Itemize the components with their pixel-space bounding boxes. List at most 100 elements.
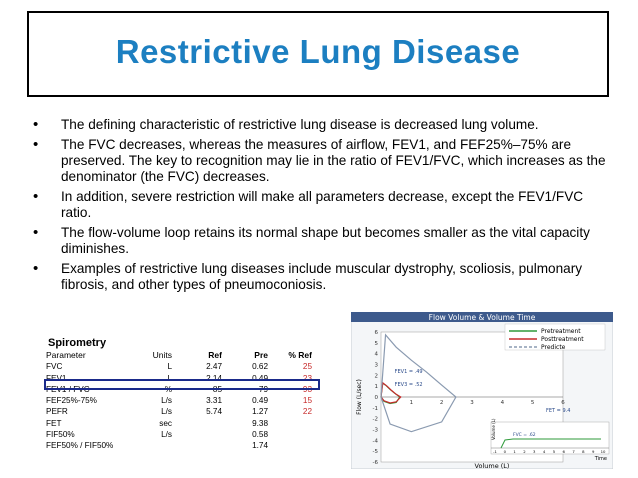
table-cell-parameter: FIF50%	[46, 430, 75, 440]
table-row: FEF25%-75% L/s 3.31 0.49 15	[44, 395, 314, 406]
inset-y-label: Volume (L)	[491, 418, 496, 440]
header-ref: Ref	[208, 350, 222, 360]
table-cell-ref	[174, 418, 224, 429]
y-tick-label: -5	[373, 449, 379, 455]
x-axis-label: Volume (L)	[475, 462, 510, 469]
y-tick-label: 1	[375, 384, 379, 390]
chart-title: Flow Volume & Volume Time	[429, 313, 536, 322]
y-tick-label: 4	[375, 352, 379, 358]
inset-x-tick: 8	[582, 449, 585, 454]
table-cell-ref: 2.14	[206, 373, 222, 383]
table-cell-pct-ref: 15	[302, 396, 312, 406]
x-tick-label: 5	[531, 400, 535, 406]
inset-annotation: FVC = .62	[513, 432, 536, 438]
table-cell-pct-ref	[270, 418, 314, 429]
flow-volume-chart: Flow Volume & Volume Time 6543210-1-2-3-…	[351, 312, 613, 469]
bullet-item: The defining characteristic of restricti…	[30, 117, 615, 133]
header-pct-ref: % Ref	[288, 350, 312, 360]
annotation-fev3: FEV3 = .52	[395, 382, 423, 388]
table-row: FET sec 9.38	[44, 418, 314, 429]
inset-x-tick: 1	[513, 449, 516, 454]
table-cell-pre: 1.27	[252, 407, 268, 417]
x-tick-label: 4	[501, 400, 505, 406]
table-cell-units: L/s	[161, 407, 172, 417]
bullet-item: The FVC decreases, whereas the measures …	[30, 137, 615, 185]
table-cell-pre: 9.38	[252, 418, 268, 428]
table-cell-pre: 0.58	[252, 430, 268, 440]
x-tick-label: 3	[470, 400, 474, 406]
table-cell-units: sec	[159, 418, 172, 428]
table-cell-pre: 1.74	[252, 441, 268, 451]
table-cell-pct-ref	[270, 429, 314, 440]
y-tick-label: -3	[373, 428, 379, 434]
inset-x-tick: 4	[543, 449, 546, 454]
spirometry-table: Parameter Units Ref Pre % Ref FVC L 2.47 0.…	[44, 350, 314, 452]
title-box: Restrictive Lung Disease	[27, 11, 609, 97]
bullet-item: In addition, severe restriction will mak…	[30, 189, 615, 221]
inset-area	[490, 421, 610, 455]
spirometry-table-figure: Spirometry Parameter Units Ref Pre % Ref…	[44, 337, 324, 465]
highlight-box	[44, 379, 320, 390]
inset-x-label: Time	[594, 456, 607, 462]
table-row: FIF50% L/s 0.58	[44, 429, 314, 440]
table-cell-units: L	[167, 362, 172, 372]
inset-x-tick: 0	[504, 449, 507, 454]
y-tick-label: -4	[373, 438, 379, 444]
table-cell-ref	[174, 429, 224, 440]
table-cell-pct-ref: 25	[302, 362, 312, 372]
x-tick-label: 6	[561, 400, 565, 406]
table-cell-parameter: FEV1	[46, 373, 67, 383]
table-cell-parameter: FEF50% / FIF50%	[46, 441, 114, 451]
inset-x-tick: 6	[563, 449, 566, 454]
table-cell-parameter: PEFR	[46, 407, 68, 417]
y-tick-label: -1	[373, 406, 378, 412]
inset-x-tick: -1	[493, 449, 497, 454]
inset-x-tick: 9	[592, 449, 595, 454]
table-cell-pct-ref: 22	[302, 407, 312, 417]
slide-title: Restrictive Lung Disease	[115, 33, 521, 70]
annotation-fet: FET = 9.4	[546, 408, 570, 414]
table-cell-ref: 2.47	[206, 362, 222, 372]
inset-x-tick: 2	[523, 449, 526, 454]
table-row: FEF50% / FIF50% 1.74	[44, 440, 314, 451]
table-cell-pre: 0.62	[252, 362, 268, 372]
table-cell-parameter: FVC	[46, 362, 63, 372]
table-row: FEV1 L 2.14 0.49 23	[44, 373, 314, 384]
bullet-list: The defining characteristic of restricti…	[30, 117, 615, 297]
inset-series-line	[500, 438, 601, 449]
annotation-fev1: FEV1 = .49	[395, 369, 423, 375]
y-tick-label: -6	[373, 460, 379, 466]
table-cell-parameter: FEF25%-75%	[46, 396, 97, 406]
legend-entry: Pretreatment	[541, 328, 581, 335]
table-cell-pct-ref	[270, 440, 314, 451]
header-units: Units	[152, 350, 172, 360]
table-cell-parameter: FET	[46, 418, 62, 428]
table-cell-pre: 0.49	[252, 396, 268, 406]
table-header-row: Parameter Units Ref Pre % Ref	[44, 350, 314, 361]
table-cell-units: L	[167, 373, 172, 383]
x-tick-label: 2	[440, 400, 444, 406]
y-tick-label: -2	[373, 417, 378, 423]
y-tick-label: 5	[375, 341, 379, 347]
legend-entry: Predicte	[541, 344, 566, 351]
header-parameter: Parameter	[46, 350, 86, 360]
y-tick-label: 2	[375, 373, 379, 379]
table-cell-ref	[174, 440, 224, 451]
chart-titlebar	[351, 312, 613, 322]
table-row: PEFR L/s 5.74 1.27 22	[44, 406, 314, 417]
y-tick-label: 3	[375, 363, 379, 369]
inset-x-tick: 5	[553, 449, 556, 454]
table-cell-ref: 5.74	[206, 407, 222, 417]
inset-x-tick: 10	[601, 449, 606, 454]
table-cell-ref: 3.31	[206, 396, 222, 406]
y-tick-label: 0	[375, 395, 379, 401]
table-cell-pre: 0.49	[252, 373, 268, 383]
y-tick-label: 6	[375, 330, 379, 336]
y-axis-label: Flow (L/sec)	[356, 379, 363, 415]
table-cell-pct-ref: 23	[302, 373, 312, 383]
x-tick-label: 1	[410, 400, 414, 406]
legend-entry: Posttreatment	[541, 336, 584, 343]
bullet-item: Examples of restrictive lung diseases in…	[30, 261, 615, 293]
header-pre: Pre	[254, 350, 268, 360]
inset-x-tick: 7	[572, 449, 575, 454]
